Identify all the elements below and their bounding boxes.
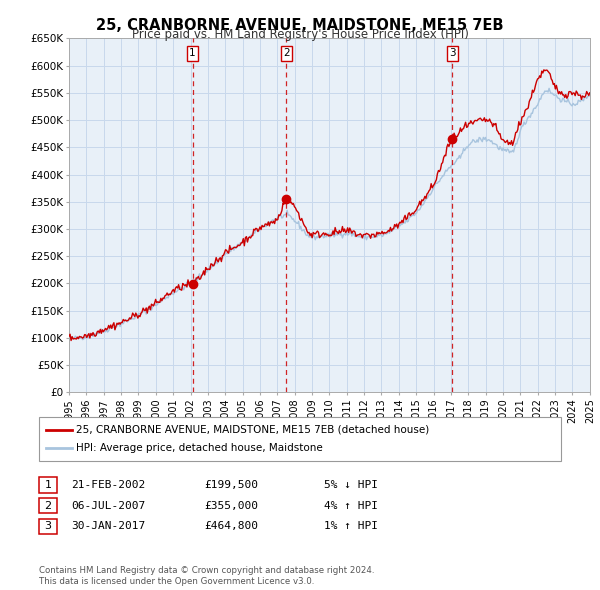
Text: £355,000: £355,000 <box>204 501 258 510</box>
Text: 21-FEB-2002: 21-FEB-2002 <box>71 480 145 490</box>
Text: 1% ↑ HPI: 1% ↑ HPI <box>324 522 378 531</box>
Text: 25, CRANBORNE AVENUE, MAIDSTONE, ME15 7EB (detached house): 25, CRANBORNE AVENUE, MAIDSTONE, ME15 7E… <box>76 425 430 434</box>
Text: 2: 2 <box>283 48 289 58</box>
Text: 25, CRANBORNE AVENUE, MAIDSTONE, ME15 7EB: 25, CRANBORNE AVENUE, MAIDSTONE, ME15 7E… <box>96 18 504 32</box>
Text: Contains HM Land Registry data © Crown copyright and database right 2024.: Contains HM Land Registry data © Crown c… <box>39 566 374 575</box>
Text: This data is licensed under the Open Government Licence v3.0.: This data is licensed under the Open Gov… <box>39 577 314 586</box>
Text: HPI: Average price, detached house, Maidstone: HPI: Average price, detached house, Maid… <box>76 443 323 453</box>
Text: £199,500: £199,500 <box>204 480 258 490</box>
Text: 4% ↑ HPI: 4% ↑ HPI <box>324 501 378 510</box>
Text: 2: 2 <box>44 501 52 510</box>
Text: 30-JAN-2017: 30-JAN-2017 <box>71 522 145 531</box>
Text: 3: 3 <box>44 522 52 531</box>
Text: 5% ↓ HPI: 5% ↓ HPI <box>324 480 378 490</box>
Text: 1: 1 <box>44 480 52 490</box>
Text: 3: 3 <box>449 48 455 58</box>
Text: Price paid vs. HM Land Registry's House Price Index (HPI): Price paid vs. HM Land Registry's House … <box>131 28 469 41</box>
Text: £464,800: £464,800 <box>204 522 258 531</box>
Text: 1: 1 <box>189 48 196 58</box>
Text: 06-JUL-2007: 06-JUL-2007 <box>71 501 145 510</box>
